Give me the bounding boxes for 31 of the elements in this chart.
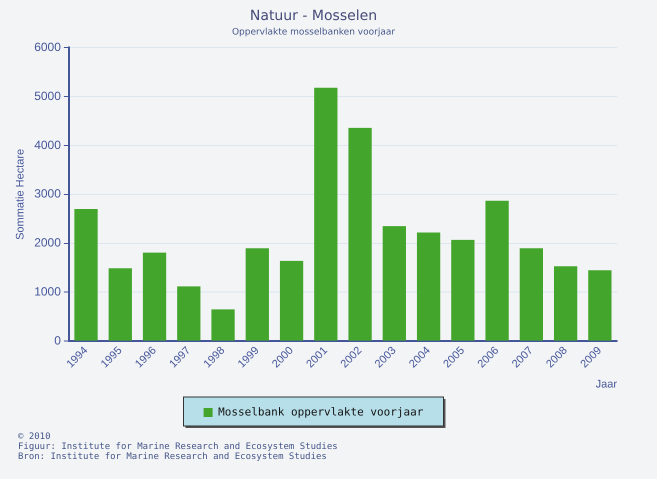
text: Bron: Institute for Marine Research and Ecosystem Studies bbox=[18, 452, 328, 462]
bar bbox=[348, 128, 372, 341]
y-axis-title: Sommatie Hectare bbox=[14, 148, 27, 240]
text: © 2010 bbox=[18, 432, 52, 442]
y-tick-label: 3000 bbox=[34, 186, 62, 201]
y-tick-label: 6000 bbox=[34, 40, 62, 54]
bar bbox=[108, 268, 132, 341]
y-tick-label: 2000 bbox=[34, 236, 62, 250]
bar bbox=[142, 252, 166, 341]
bar bbox=[382, 226, 406, 341]
bar bbox=[588, 270, 612, 341]
bar bbox=[211, 309, 235, 341]
bar bbox=[177, 286, 200, 341]
bar bbox=[280, 260, 304, 341]
y-tick-label: 5000 bbox=[34, 88, 62, 103]
bar bbox=[485, 200, 509, 341]
y-tick-label: 0 bbox=[54, 333, 62, 348]
chart-title: Natuur - Mosselen bbox=[250, 8, 378, 24]
text: Figuur: Institute for Marine Research and Ecosystem Studies bbox=[18, 442, 338, 452]
bar bbox=[451, 240, 474, 341]
legend-label: Mosselbank oppervlakte voorjaar bbox=[218, 405, 424, 418]
bar bbox=[246, 248, 269, 341]
y-tick-label: 4000 bbox=[34, 138, 62, 152]
bar bbox=[520, 248, 544, 341]
bar bbox=[416, 232, 440, 341]
chart-subtitle: Oppervlakte mosselbanken voorjaar bbox=[232, 28, 396, 38]
bar bbox=[554, 266, 578, 341]
bar bbox=[74, 209, 98, 341]
x-axis-title: Jaar bbox=[596, 378, 618, 390]
y-tick-label: 1000 bbox=[34, 284, 62, 299]
bar bbox=[314, 88, 338, 341]
